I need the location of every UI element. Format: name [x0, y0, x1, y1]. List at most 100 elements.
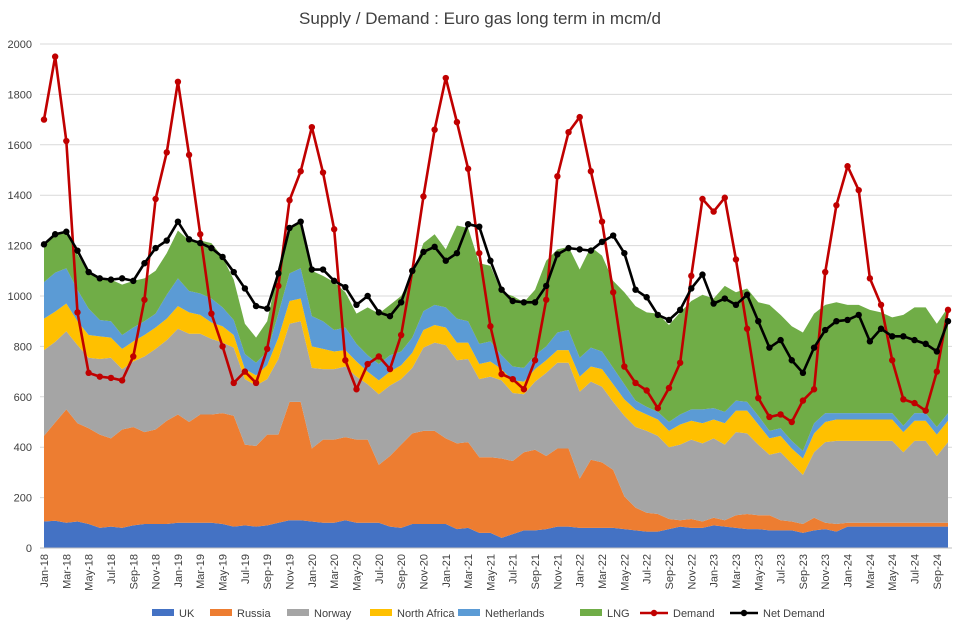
demand-point [520, 386, 528, 393]
demand-point [51, 53, 59, 60]
demand-point [643, 387, 650, 394]
net-demand-point [297, 218, 304, 225]
x-tick-label: Mar-24 [865, 554, 877, 589]
x-tick-label: Jan-18 [39, 554, 51, 588]
net-demand-point [632, 286, 639, 293]
legend: UK Russia Norway North Africa Netherlands LNG… [152, 608, 825, 620]
net-demand-point [174, 218, 182, 225]
net-demand-point [665, 316, 673, 324]
demand-point [855, 186, 862, 194]
area-lng [44, 222, 948, 451]
x-tick-label: Mar-21 [463, 554, 475, 589]
legend-label-norway: Norway [314, 608, 352, 620]
demand-point [888, 357, 896, 364]
x-tick-label: Jul-19 [240, 554, 252, 584]
net-demand-point [130, 277, 137, 285]
x-tick-label: Nov-23 [820, 554, 832, 589]
demand-point [386, 365, 394, 373]
net-demand-point [409, 267, 416, 274]
x-tick-label: Jan-19 [173, 554, 185, 588]
net-demand-point [743, 291, 751, 298]
legend-swatch-netherlands [458, 609, 480, 616]
y-tick-label: 0 [26, 543, 32, 555]
demand-point [788, 418, 795, 426]
demand-point [732, 256, 740, 263]
demand-point [464, 165, 472, 172]
x-tick-label: Jan-23 [709, 554, 721, 588]
net-demand-point [453, 249, 461, 257]
demand-point [74, 309, 81, 316]
demand-point [85, 369, 92, 377]
net-demand-point [944, 318, 952, 325]
x-tick-label: Jul-22 [642, 554, 654, 584]
x-tick-label: May-22 [619, 554, 631, 591]
demand-point [431, 126, 438, 133]
net-demand-point [911, 336, 918, 344]
demand-point [152, 195, 159, 203]
net-demand-point [766, 344, 773, 351]
legend-label-uk: UK [179, 608, 195, 620]
demand-line [42, 55, 950, 424]
x-tick-label: Jan-24 [843, 554, 855, 588]
demand-point [699, 195, 706, 203]
demand-point [208, 310, 215, 317]
legend-label-net-demand: Net Demand [763, 608, 825, 620]
x-tick-label: May-23 [753, 554, 765, 591]
net-demand-point [688, 285, 695, 292]
net-demand-point [386, 312, 394, 320]
net-demand-point [241, 285, 249, 292]
x-tick-label: Jul-20 [374, 554, 386, 584]
area-russia [44, 401, 948, 538]
demand-point [531, 357, 539, 364]
demand-point [319, 169, 327, 176]
demand-point [676, 359, 684, 366]
demand-point [107, 374, 115, 382]
net-demand-point [855, 311, 862, 319]
net-demand-point [922, 340, 929, 348]
x-tick-label: Sep-24 [932, 554, 944, 589]
net-demand-point [40, 241, 48, 248]
x-tick-label: Nov-19 [285, 554, 297, 589]
demand-point [342, 357, 349, 364]
demand-point [442, 74, 449, 82]
demand-point [498, 370, 505, 378]
net-demand-point [755, 318, 762, 325]
x-tick-label: Sep-18 [128, 554, 140, 589]
net-demand-point [286, 224, 293, 232]
demand-point [130, 353, 137, 360]
net-demand-point [275, 270, 282, 277]
x-tick-label: Sep-20 [396, 554, 408, 589]
x-tick-label: Sep-22 [664, 554, 676, 589]
demand-point [654, 404, 662, 412]
x-tick-label: Jan-21 [441, 554, 453, 588]
x-tick-label: Jan-22 [575, 554, 587, 588]
net-demand-point [219, 253, 226, 261]
net-demand-point [576, 246, 583, 253]
net-demand-point [788, 357, 795, 364]
demand-point [766, 413, 773, 421]
legend-marker-net-demand [740, 609, 748, 617]
demand-point [911, 399, 918, 407]
net-demand-point [654, 311, 662, 319]
demand-point [353, 386, 360, 393]
x-tick-label: May-24 [887, 554, 899, 591]
net-demand-point [721, 295, 728, 302]
demand-point [866, 275, 874, 282]
net-demand-point [844, 316, 851, 324]
demand-point [710, 208, 717, 215]
net-demand-point [252, 302, 260, 310]
x-tick-label: Jul-24 [910, 554, 922, 584]
y-tick-label: 800 [14, 341, 32, 353]
demand-point [96, 373, 104, 380]
demand-point [900, 396, 907, 403]
net-demand-point [208, 244, 215, 252]
x-tick-label: Jul-23 [776, 554, 788, 584]
legend-label-russia: Russia [237, 608, 272, 620]
x-tick-label: Jul-18 [106, 554, 118, 584]
demand-point [487, 323, 494, 330]
demand-point [174, 78, 182, 86]
x-tick-label: Nov-18 [151, 554, 163, 589]
demand-point [721, 194, 728, 201]
net-demand-point [476, 223, 483, 230]
